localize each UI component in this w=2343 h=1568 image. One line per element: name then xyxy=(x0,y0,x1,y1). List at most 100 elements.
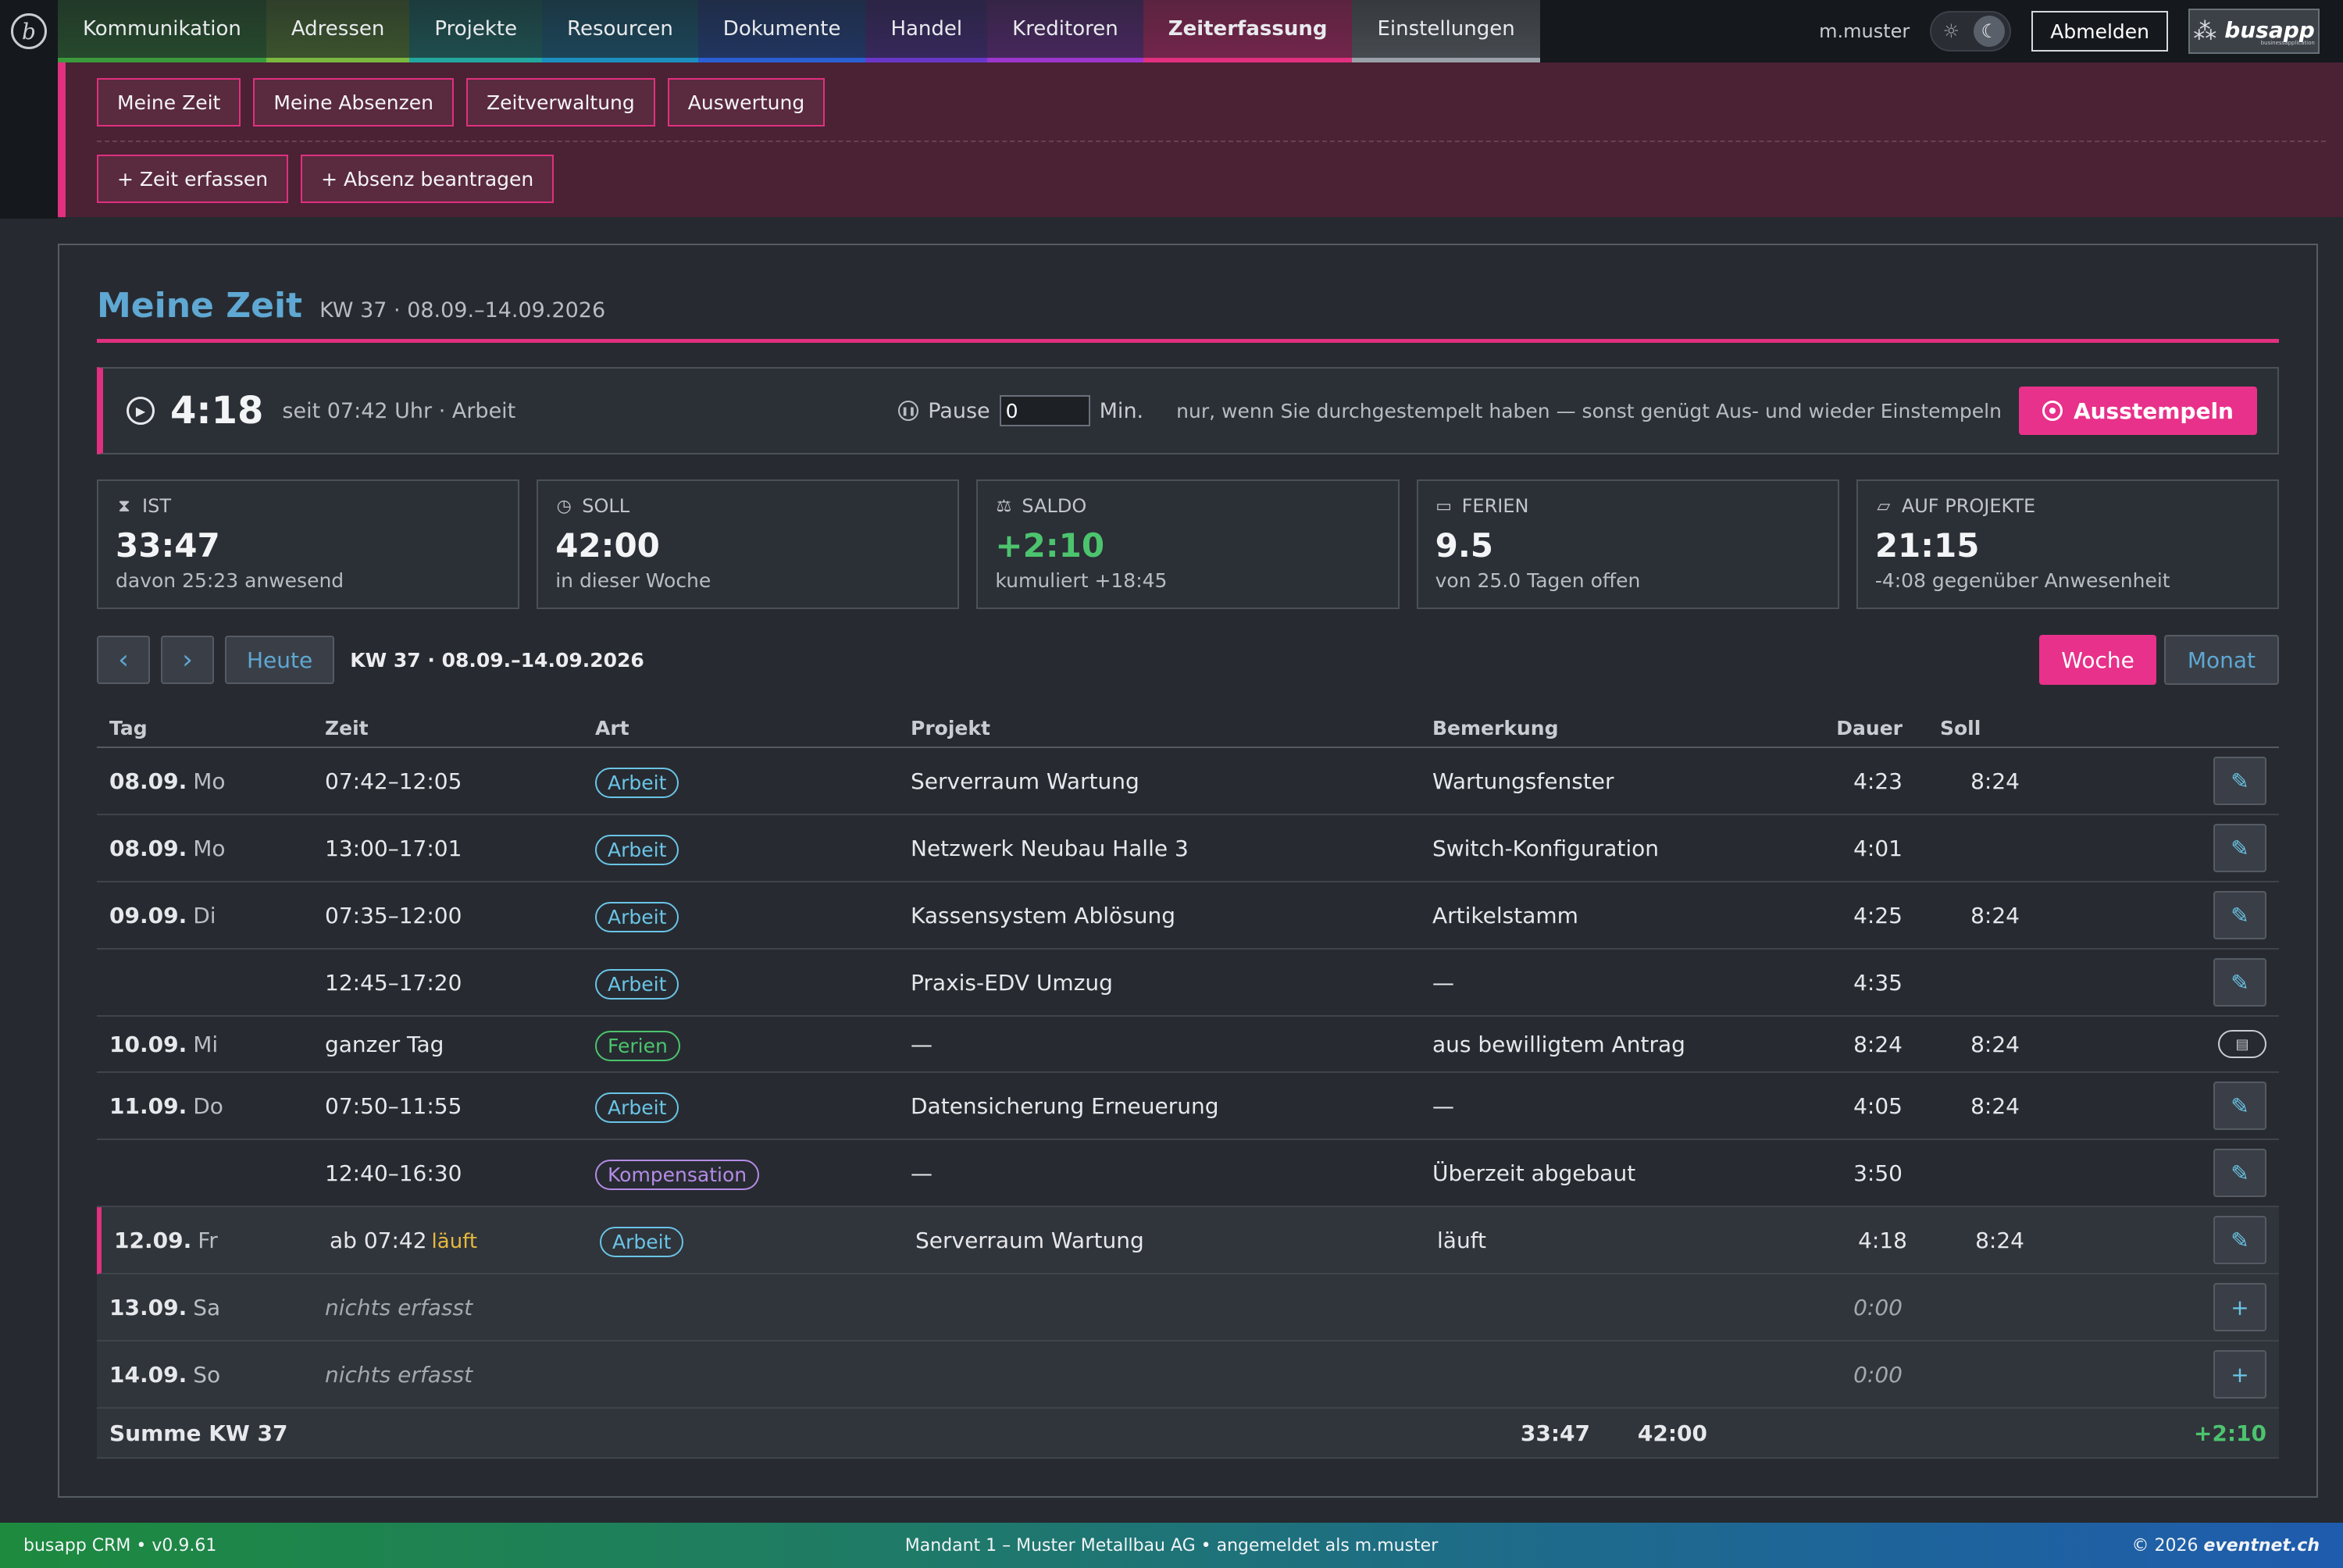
col-header-art[interactable]: Art xyxy=(595,716,629,739)
logout-button[interactable]: Abmelden xyxy=(2031,11,2168,52)
view-week-button[interactable]: Woche xyxy=(2039,635,2156,685)
cell-target: 8:24 xyxy=(1970,768,2020,794)
sun-icon[interactable]: ☼ xyxy=(1942,20,1960,42)
pause-minutes-input[interactable] xyxy=(999,395,1090,426)
cell-target: 8:24 xyxy=(1970,1092,2020,1119)
pause-hint: nur, wenn Sie durchgestempelt haben — so… xyxy=(1176,399,2002,422)
nav-tab-adressen[interactable]: Adressen xyxy=(266,0,410,62)
col-header-tag[interactable]: Tag xyxy=(109,716,148,739)
time-range: 07:42–12:05 xyxy=(325,768,462,794)
footer-copyright-text: © 2026 xyxy=(2131,1535,2204,1556)
stat-card-ist: ⧗ IST 33:47 davon 25:23 anwesend xyxy=(97,479,520,609)
pause-label: Pause xyxy=(928,398,990,423)
col-header-projekt[interactable]: Projekt xyxy=(911,716,990,739)
nav-tab-kreditoren[interactable]: Kreditoren xyxy=(987,0,1143,62)
pencil-icon: ✎ xyxy=(2231,969,2249,996)
pencil-icon: ✎ xyxy=(2231,768,2249,794)
day-name: Sa xyxy=(193,1294,221,1320)
title-divider xyxy=(97,339,2279,343)
time-range: 12:40–16:30 xyxy=(325,1160,462,1186)
play-icon: ▶ xyxy=(127,397,155,425)
subnav-button-2[interactable]: Zeitverwaltung xyxy=(465,78,655,127)
brand-logo: ⁂ busapp businessapplication xyxy=(2188,9,2320,54)
edit-entry-button[interactable]: ✎ xyxy=(2213,1216,2266,1264)
stat-card-auf-projekte: ▱ AUF PROJEKTE 21:15 -4:08 gegenüber Anwese… xyxy=(1856,479,2280,609)
col-header-zeit[interactable]: Zeit xyxy=(325,716,369,739)
day-date: 12.09. xyxy=(114,1227,192,1253)
stat-value: 42:00 xyxy=(555,526,660,565)
edit-entry-button[interactable]: ✎ xyxy=(2213,1149,2266,1197)
edit-entry-button[interactable]: ✎ xyxy=(2213,1082,2266,1130)
view-document-button[interactable]: ▤ xyxy=(2218,1030,2266,1058)
cell-project: Praxis-EDV Umzug xyxy=(911,969,1113,996)
nav-tab-einstellungen[interactable]: Einstellungen xyxy=(1352,0,1540,62)
clock-out-button[interactable]: Ausstempeln xyxy=(2018,387,2257,435)
sub-toolbar-actions: + Zeit erfassen + Absenz beantragen xyxy=(97,155,555,203)
cell-actions: ✎ xyxy=(2026,757,2279,805)
scale-icon: ⚖ xyxy=(996,496,1012,516)
edit-entry-button[interactable]: ✎ xyxy=(2213,824,2266,872)
stat-label-row: ⚖ SALDO xyxy=(995,495,1380,517)
table-row: 10.09. Mi ganzer Tag Ferien — aus bewilligtem… xyxy=(97,1017,2279,1073)
stat-note: davon 25:23 anwesend xyxy=(116,569,344,592)
app-logo-icon: b xyxy=(11,13,47,49)
nav-tab-resourcen[interactable]: Resourcen xyxy=(542,0,698,62)
nav-tab-kommunikation[interactable]: Kommunikation xyxy=(58,0,266,62)
cell-remark: Switch-Konfiguration xyxy=(1432,835,1659,861)
edit-entry-button[interactable]: ✎ xyxy=(2213,958,2266,1007)
subnav-button-3[interactable]: Auswertung xyxy=(667,78,826,127)
footer-brand-link[interactable]: eventnet.ch xyxy=(2203,1535,2320,1556)
col-header-soll[interactable]: Soll xyxy=(1940,716,1981,739)
day-date: 08.09. xyxy=(109,768,187,794)
cell-project: Netzwerk Neubau Halle 3 xyxy=(911,835,1189,861)
stat-label: SALDO xyxy=(1022,495,1087,517)
cell-target: 8:24 xyxy=(1970,1031,2020,1057)
edit-entry-button[interactable]: ✎ xyxy=(2213,891,2266,939)
sub-toolbar-nav: Meine Zeit Meine Absenzen Zeitverwaltung Au… xyxy=(97,78,826,127)
col-header-dauer[interactable]: Dauer xyxy=(1836,716,1903,739)
app-logo[interactable]: b xyxy=(0,0,58,62)
subnav-button-0[interactable]: Meine Zeit xyxy=(97,78,241,127)
stat-label: IST xyxy=(142,495,171,517)
theme-toggle[interactable]: ☼ ☾ xyxy=(1930,11,2012,52)
cell-type: Arbeit xyxy=(583,1089,898,1123)
footer-tenant: Mandant 1 – Muster Metallbau AG • angeme… xyxy=(904,1535,1439,1556)
table-header: Tag Zeit Art Projekt Bemerkung Dauer Sol… xyxy=(97,709,2279,748)
subnav-button-1[interactable]: Meine Absenzen xyxy=(253,78,454,127)
moon-icon[interactable]: ☾ xyxy=(1974,16,2006,47)
stat-value: 21:15 xyxy=(1874,526,1980,565)
stat-label-row: ▭ FERIEN xyxy=(1435,495,1821,517)
col-header-bemerkung[interactable]: Bemerkung xyxy=(1432,716,1559,739)
nav-tab-zeiterfassung[interactable]: Zeiterfassung xyxy=(1143,0,1353,62)
cell-time: 07:42–12:05 xyxy=(312,768,583,794)
view-month-button[interactable]: Monat xyxy=(2163,635,2279,685)
main-card: Meine Zeit KW 37 · 08.09.–14.09.2026 ▶ 4… xyxy=(58,244,2318,1498)
stat-label-row: ◷ SOLL xyxy=(555,495,940,517)
table-body: 08.09. Mo 07:42–12:05 Arbeit Serverraum Wart… xyxy=(97,748,2279,1409)
cell-time: 07:35–12:00 xyxy=(312,903,583,928)
cell-type: Arbeit xyxy=(583,966,898,1000)
add-entry-button[interactable]: + xyxy=(2213,1350,2266,1399)
nav-tab-handel[interactable]: Handel xyxy=(865,0,988,62)
prev-week-button[interactable]: ‹ xyxy=(97,636,150,684)
cell-type: Arbeit xyxy=(583,764,898,798)
cell-duration: 4:35 xyxy=(1853,969,1903,996)
nav-tab-dokumente[interactable]: Dokumente xyxy=(697,0,866,62)
cell-duration: 0:00 xyxy=(1853,1361,1903,1388)
today-button[interactable]: Heute xyxy=(225,636,335,684)
nav-tab-projekte[interactable]: Projekte xyxy=(409,0,543,62)
edit-entry-button[interactable]: ✎ xyxy=(2213,757,2266,805)
next-week-button[interactable]: › xyxy=(161,636,214,684)
sum-target: 42:00 xyxy=(1637,1420,1707,1446)
cell-remark: — xyxy=(1432,1092,1454,1119)
day-date: 08.09. xyxy=(109,835,187,861)
request-absence-button[interactable]: + Absenz beantragen xyxy=(301,155,555,203)
add-time-button[interactable]: + Zeit erfassen xyxy=(97,155,289,203)
cell-duration: 4:05 xyxy=(1853,1092,1903,1119)
stop-circle-icon xyxy=(2042,401,2063,421)
cell-actions: ▤ xyxy=(2026,1030,2279,1058)
cell-actions: ✎ xyxy=(2026,824,2279,872)
add-entry-button[interactable]: + xyxy=(2213,1283,2266,1331)
stat-card-ferien: ▭ FERIEN 9.5 von 25.0 Tagen offen xyxy=(1416,479,1839,609)
cell-duration: 3:50 xyxy=(1853,1160,1903,1186)
